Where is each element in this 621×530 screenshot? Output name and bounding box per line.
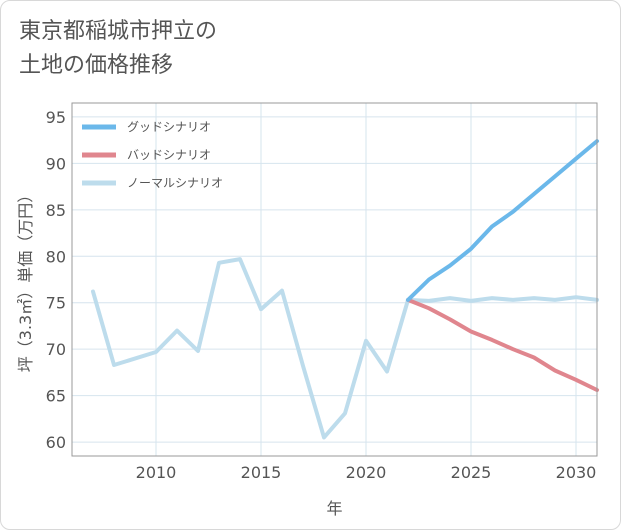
chart-title: 東京都稲城市押立の 土地の価格推移 <box>19 19 218 78</box>
tick-layer: 60 65 70 75 80 85 90 95 2010 2015 2020 2025 2030 <box>46 108 597 482</box>
x-tick-label: 2010 <box>136 463 177 482</box>
x-tick-label: 2030 <box>556 463 597 482</box>
plot-frame <box>71 102 598 457</box>
series-layer <box>91 139 599 440</box>
y-tick-label: 70 <box>46 340 66 359</box>
y-tick-label: 90 <box>46 154 66 173</box>
legend-label-2: ノーマルシナリオ <box>127 176 223 190</box>
x-tick-label: 2015 <box>241 463 282 482</box>
series-line-0 <box>406 139 599 302</box>
y-tick-label: 95 <box>46 108 66 127</box>
y-tick-label: 75 <box>46 294 66 313</box>
y-tick-label: 85 <box>46 201 66 220</box>
legend-label-1: バッドシナリオ <box>127 148 211 162</box>
x-axis-label: 年 <box>326 499 342 518</box>
y-tick-label: 65 <box>46 387 66 406</box>
y-axis-label: 坪（3.3㎡）単価（万円） <box>16 187 35 372</box>
series-line-2 <box>91 257 599 440</box>
series-line-1 <box>406 297 599 392</box>
y-tick-label: 60 <box>46 433 66 452</box>
legend-label-0: グッドシナリオ <box>127 120 211 134</box>
x-tick-label: 2020 <box>346 463 387 482</box>
y-tick-label: 80 <box>46 247 66 266</box>
x-tick-label: 2025 <box>451 463 492 482</box>
